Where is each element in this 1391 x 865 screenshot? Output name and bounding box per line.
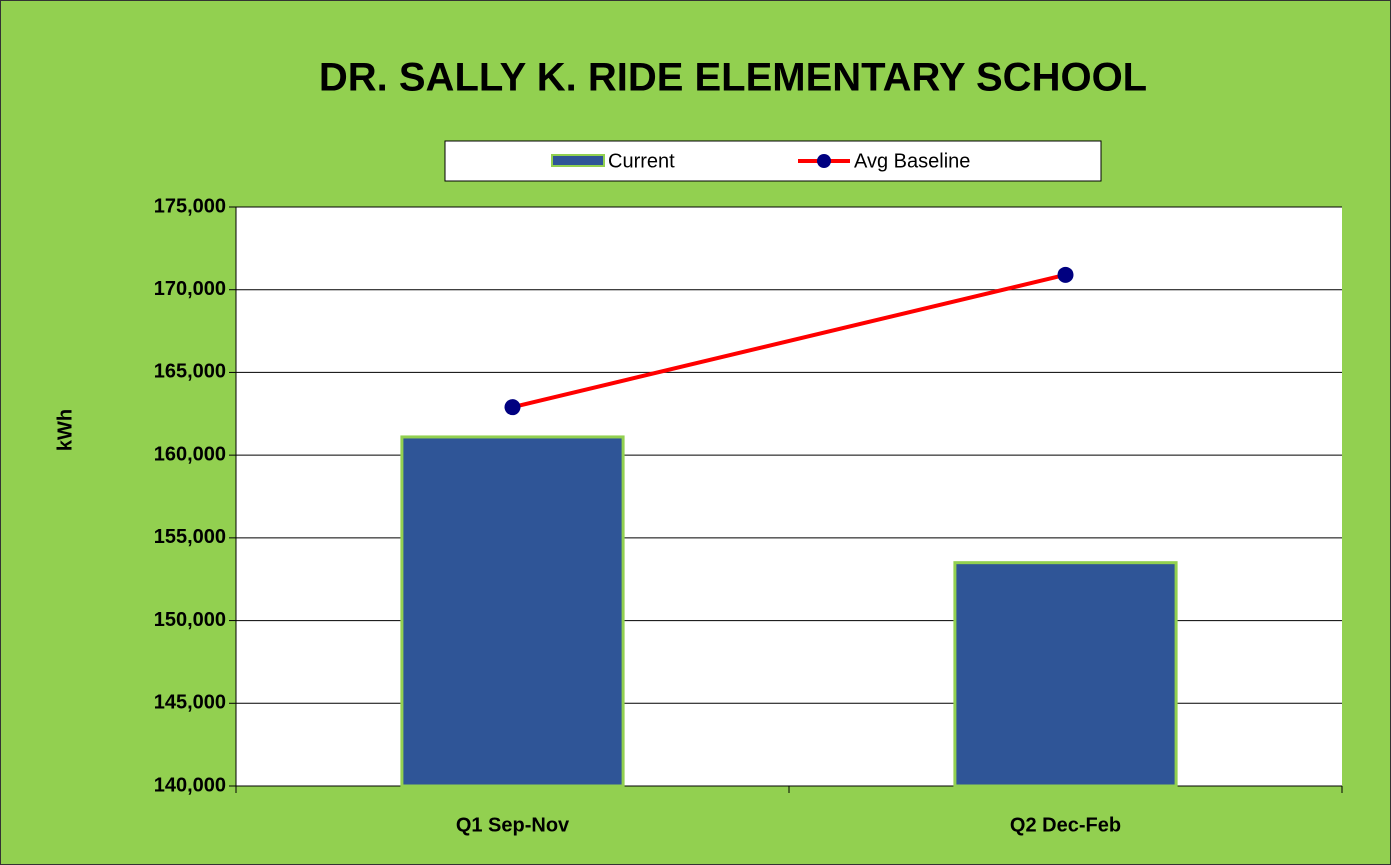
x-tick-label: Q2 Dec-Feb (1010, 814, 1121, 836)
legend-marker (817, 154, 831, 168)
y-tick-label: 140,000 (154, 774, 226, 796)
legend-label: Avg Baseline (854, 150, 970, 172)
marker (504, 399, 521, 416)
bar (400, 435, 625, 788)
x-tick-label: Q1 Sep-Nov (456, 814, 570, 836)
legend (444, 140, 1102, 182)
y-tick-label: 175,000 (154, 195, 226, 217)
marker (1057, 266, 1074, 283)
bar (953, 561, 1178, 788)
y-tick-label: 155,000 (154, 526, 226, 548)
y-tick-label: 145,000 (154, 692, 226, 714)
legend-label: Current (608, 150, 675, 172)
chart-title: DR. SALLY K. RIDE ELEMENTARY SCHOOL (319, 56, 1147, 100)
y-tick-label: 160,000 (154, 443, 226, 465)
y-tick-label: 170,000 (154, 278, 226, 300)
line (512, 272, 1066, 410)
y-axis-label: kWh (54, 409, 76, 451)
y-tick-label: 150,000 (154, 609, 226, 631)
y-tick-label: 165,000 (154, 361, 226, 383)
legend-swatch (551, 154, 605, 167)
